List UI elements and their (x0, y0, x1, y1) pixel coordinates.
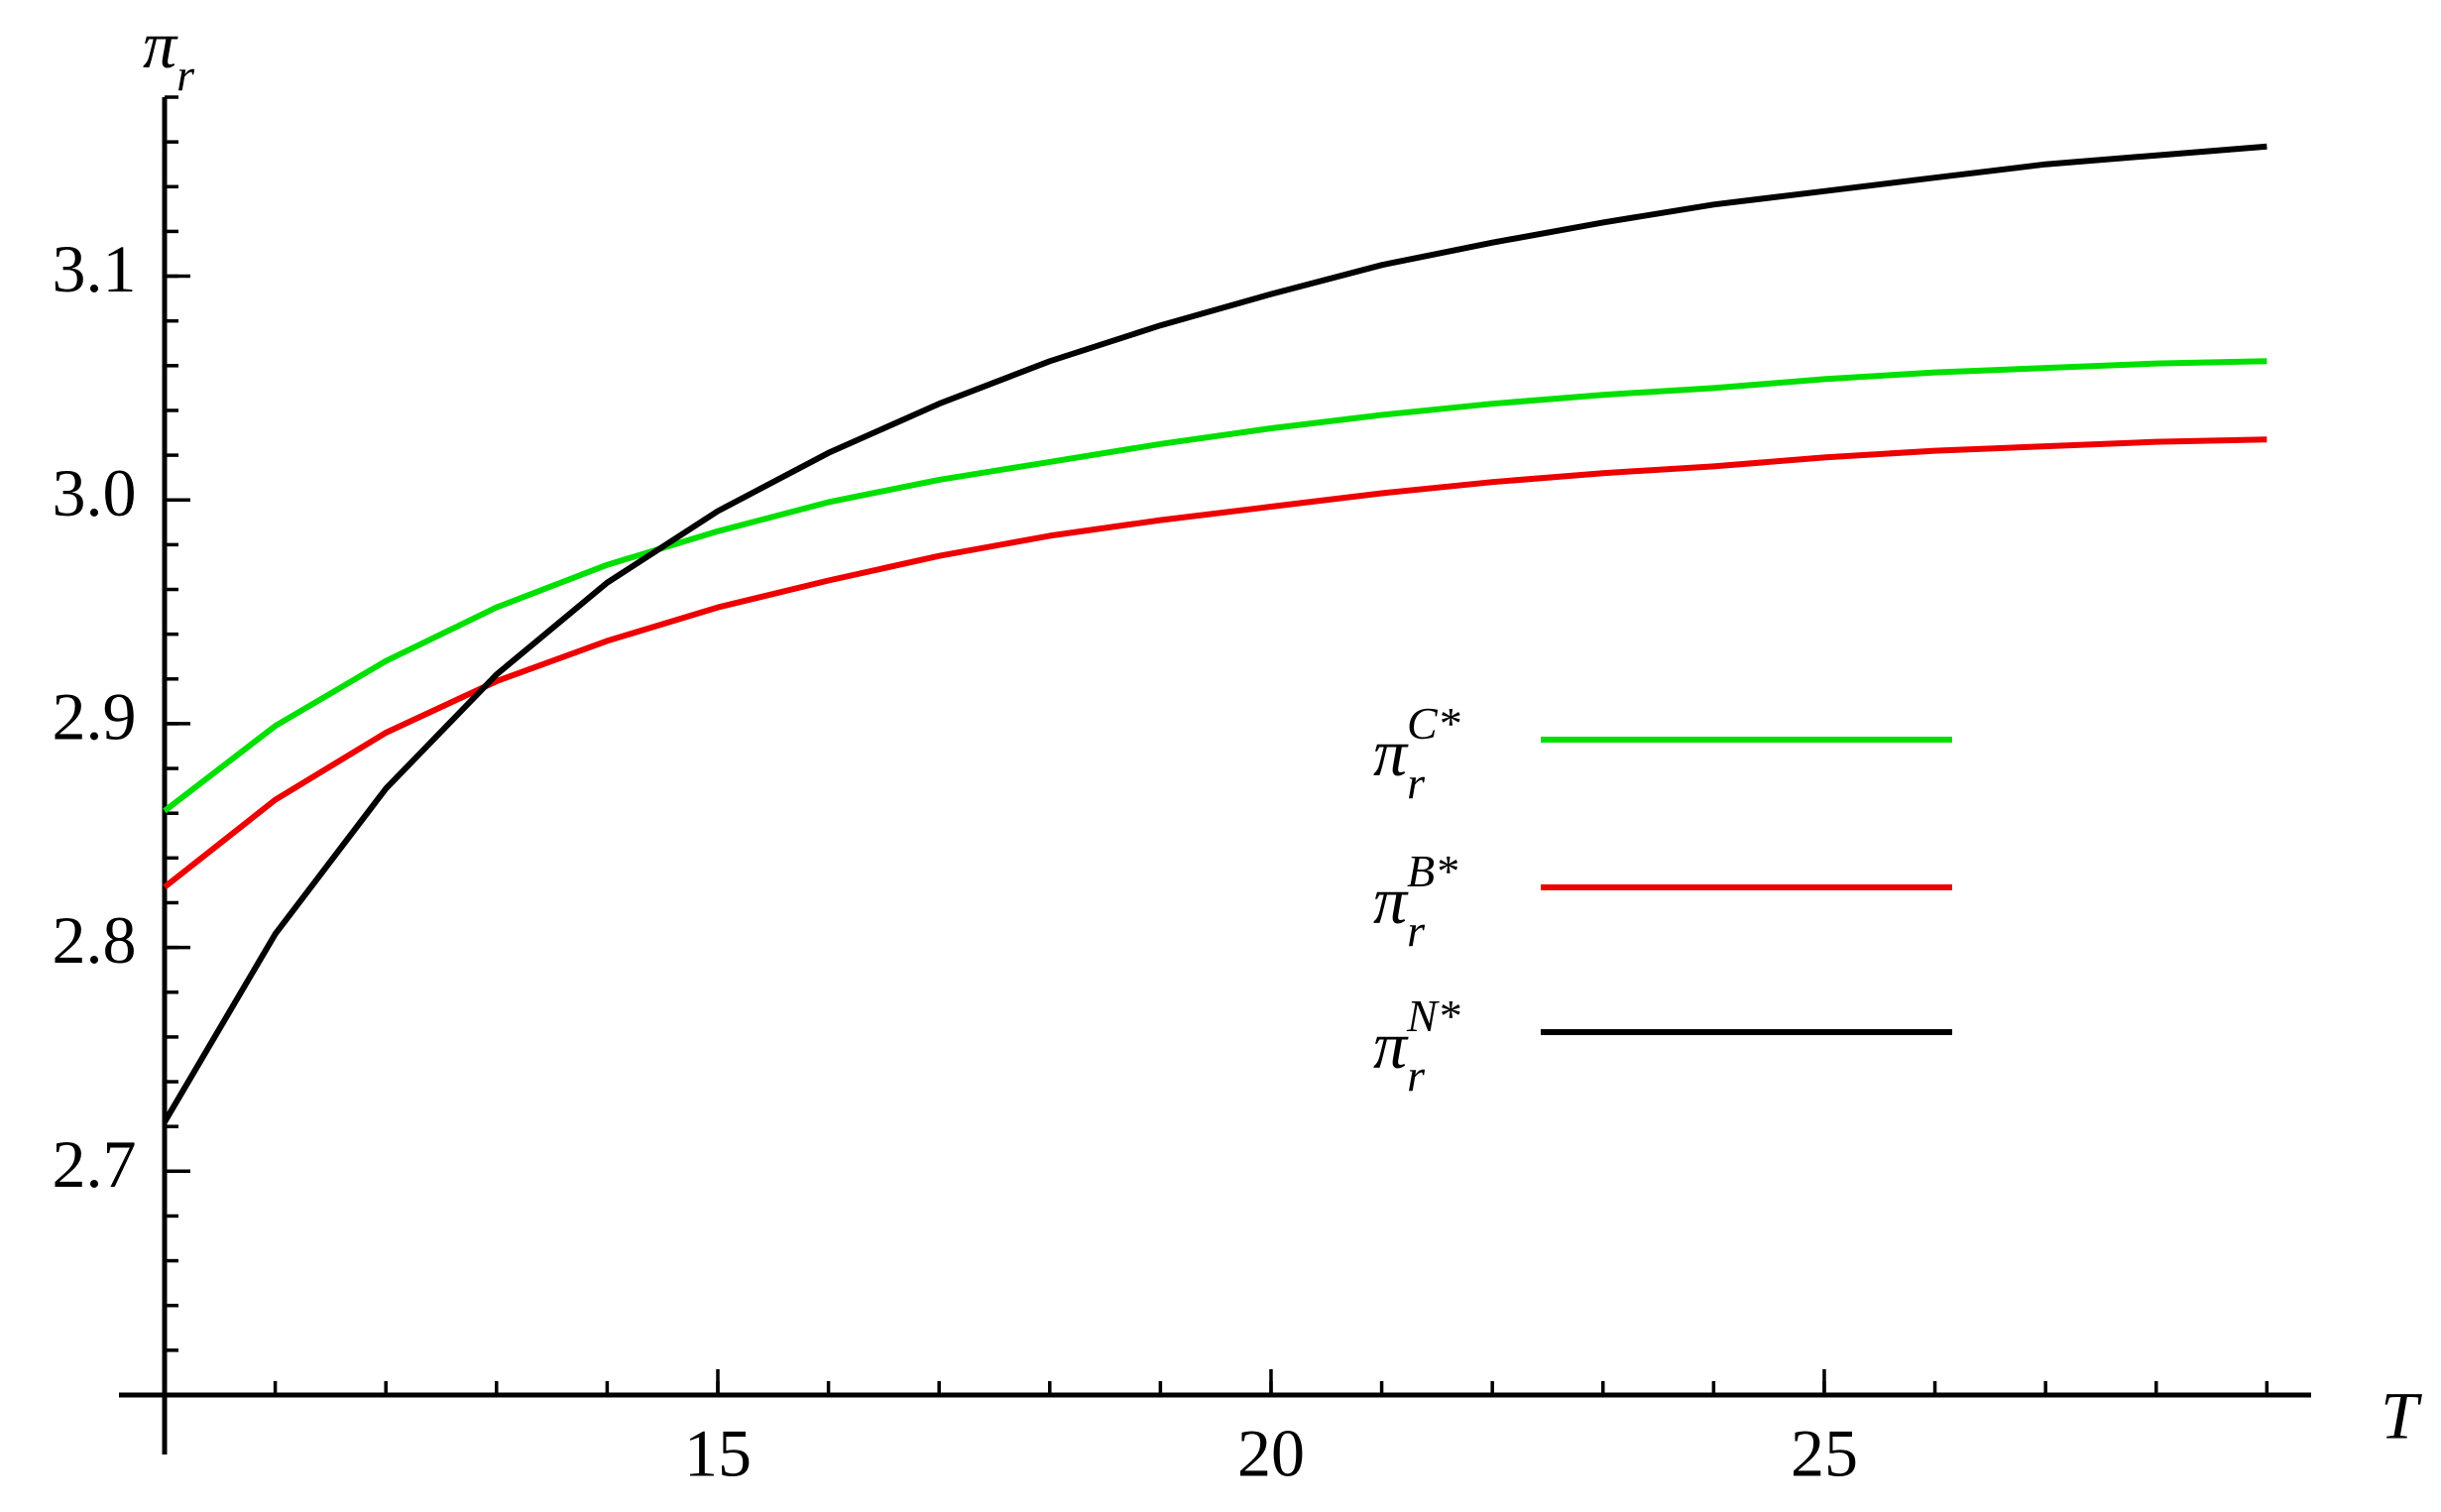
legend-label: πrN* (1373, 990, 1460, 1101)
y-tick-label: 2.7 (53, 1126, 137, 1202)
series-line (163, 358, 2267, 814)
y-tick-label: 2.8 (53, 902, 137, 978)
x-tick-label: 20 (1237, 1416, 1305, 1491)
x-tick-label: 15 (684, 1416, 752, 1491)
y-tick-label: 2.9 (53, 679, 137, 755)
x-tick-label: 25 (1791, 1416, 1858, 1491)
legend-label: πrB* (1373, 846, 1457, 956)
series-line (162, 143, 2267, 1124)
y-axis-label: πr (143, 7, 195, 100)
legend-label: πrC* (1373, 698, 1460, 808)
x-axis-label: T (2381, 1378, 2422, 1454)
series-line (163, 436, 2267, 890)
y-tick-label: 3.1 (53, 231, 137, 306)
y-tick-label: 3.0 (53, 455, 137, 530)
